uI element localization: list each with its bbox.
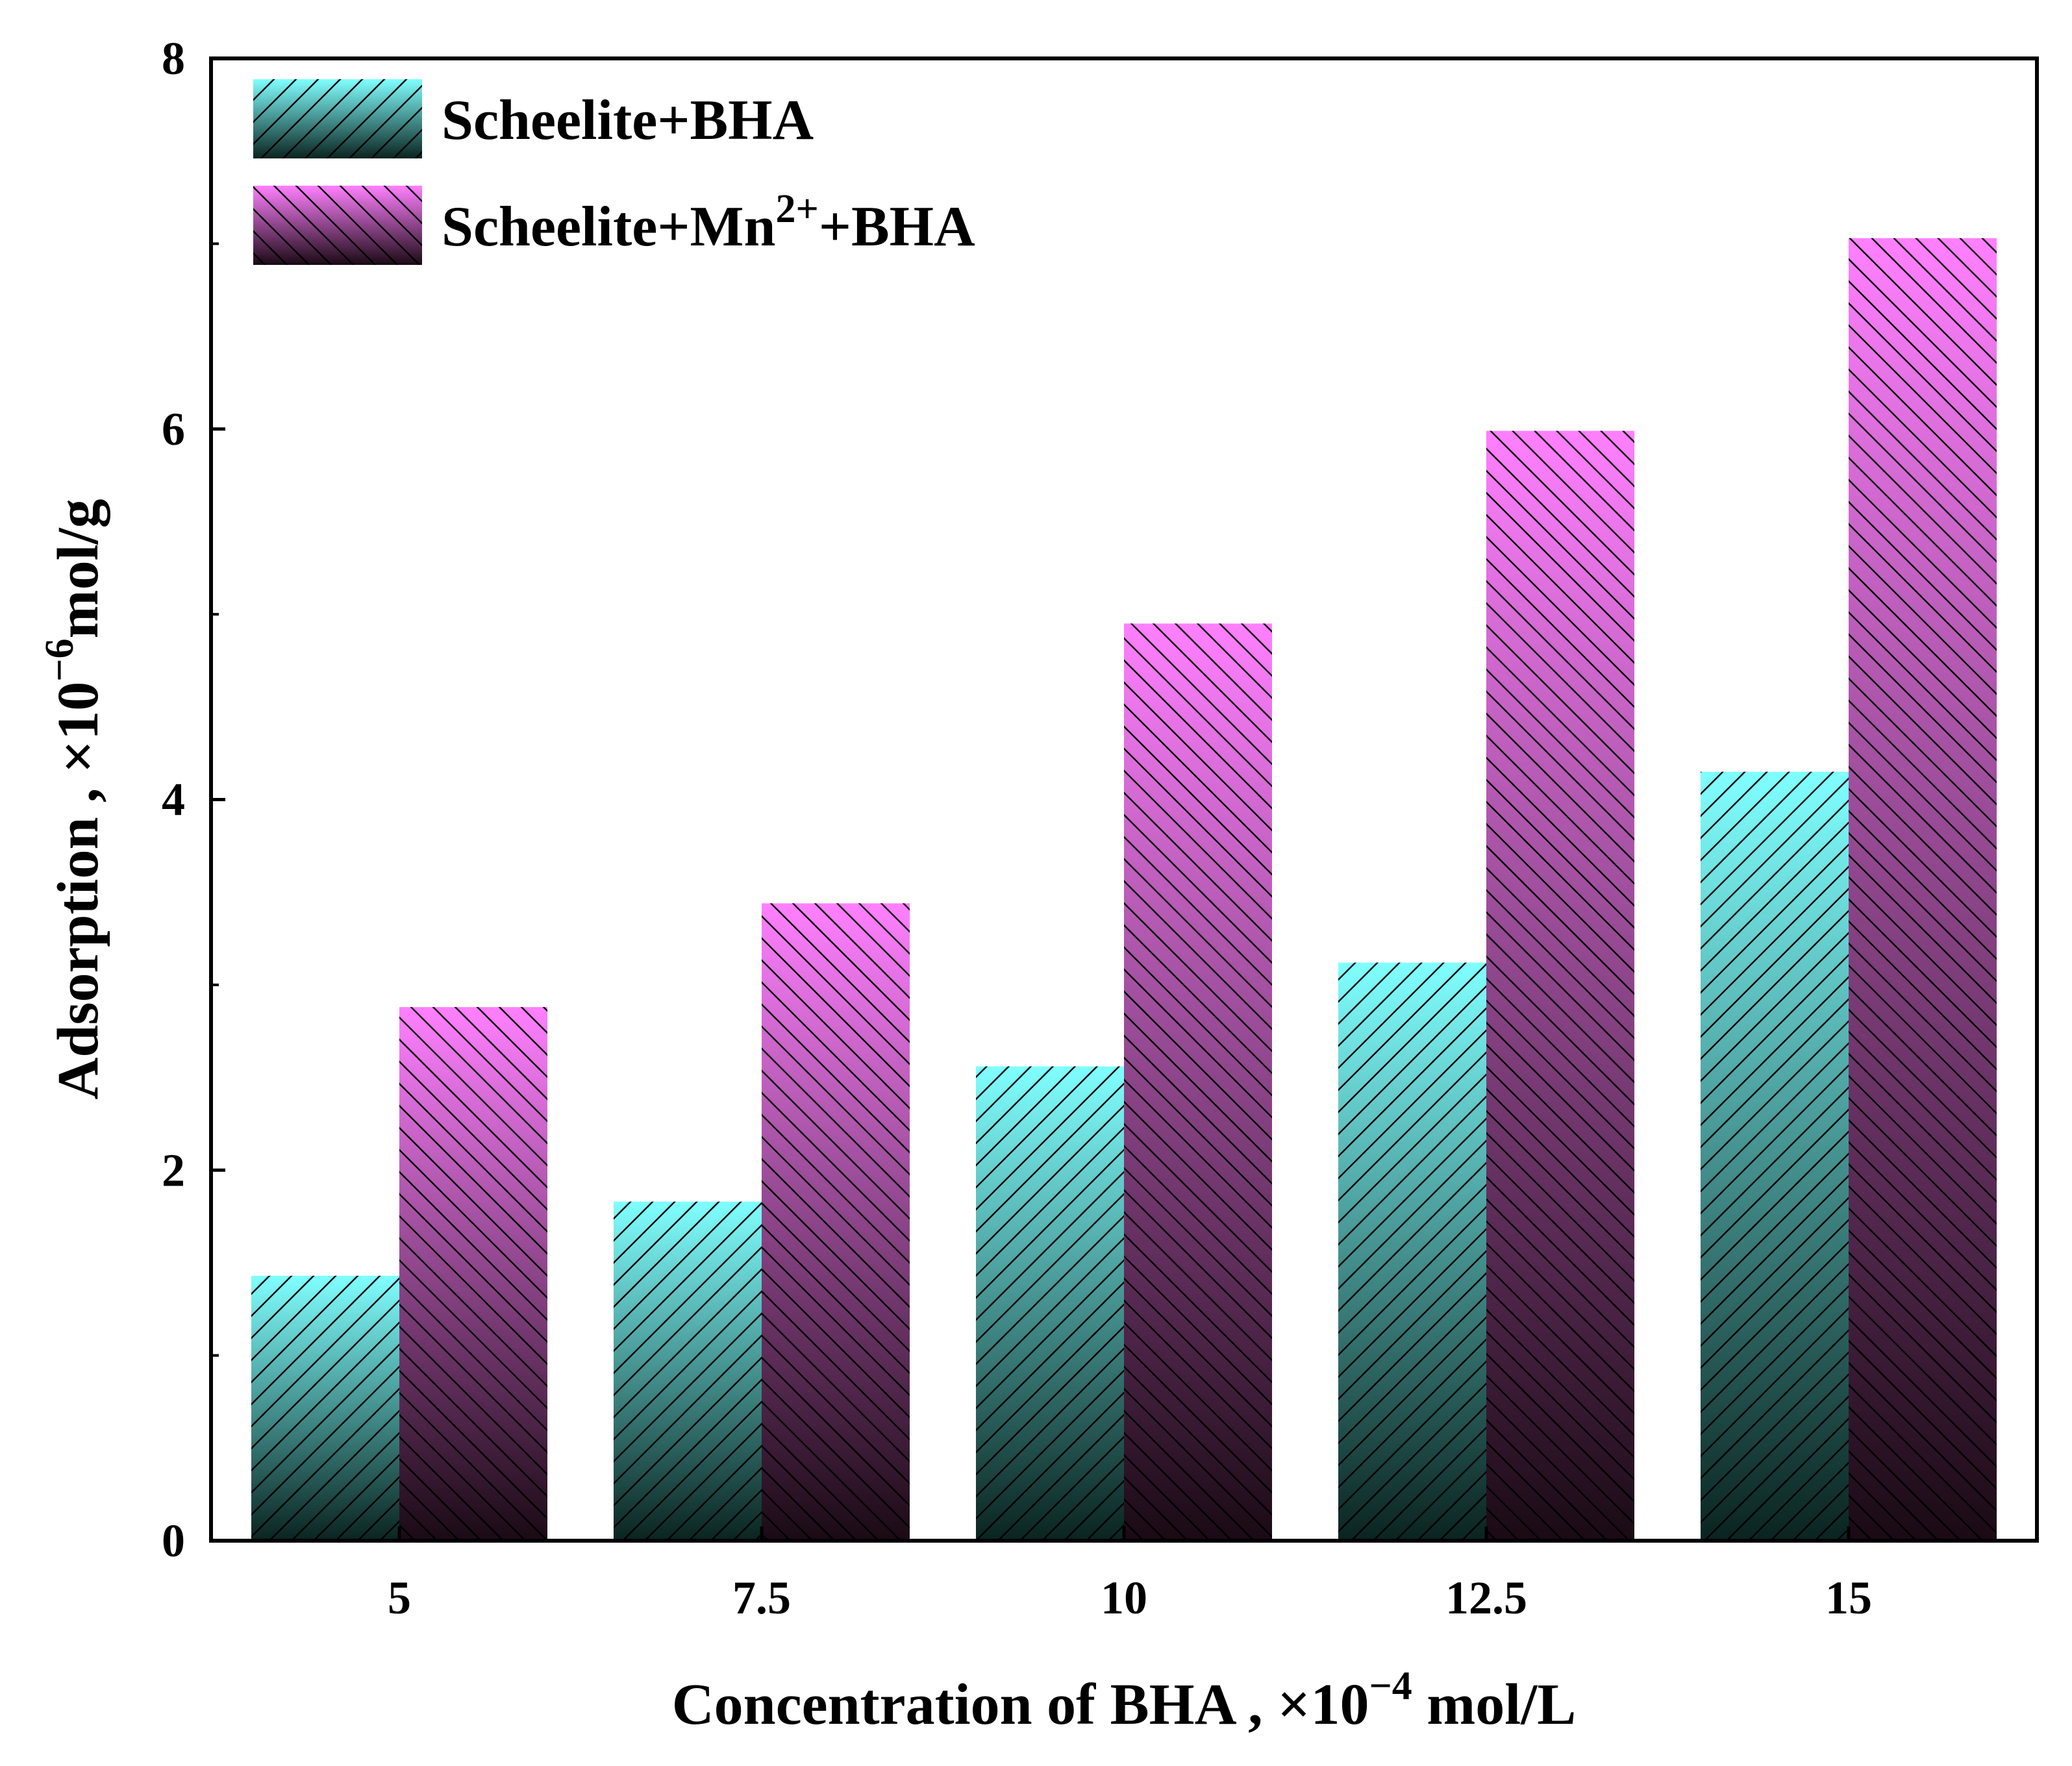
bar-hatch-series2-cat-4 [1849, 238, 1997, 1541]
bar-hatch-series1-cat-3 [1338, 962, 1486, 1541]
x-axis-title: Concentration of BHA , ×10−4 mol/L [672, 1664, 1577, 1737]
bar-hatch-series1-cat-2 [976, 1066, 1124, 1541]
y-tick-label: 0 [162, 1515, 185, 1567]
legend-swatch-hatch-series1 [253, 79, 422, 158]
y-tick-label: 4 [162, 774, 185, 826]
x-tick-label: 15 [1825, 1572, 1872, 1624]
y-axis: 0 2 4 6 8 [162, 32, 225, 1567]
legend-label-series1: Scheelite+BHA [442, 89, 814, 152]
x-tick-label: 7.5 [732, 1572, 791, 1624]
y-axis-title: Adsorption , ×10−6mol/g [38, 499, 110, 1099]
y-tick-label: 8 [162, 32, 185, 84]
legend-swatch-hatch-series2 [253, 186, 422, 265]
y-tick-label: 6 [162, 403, 185, 455]
x-tick-label: 5 [388, 1572, 411, 1624]
bar-hatch-series1-cat-4 [1701, 771, 1849, 1541]
legend: Scheelite+BHA Scheelite+Mn2++BHA [253, 79, 975, 265]
bar-hatch-series1-cat-0 [251, 1275, 399, 1541]
x-tick-label: 10 [1101, 1572, 1147, 1624]
bars-group [251, 238, 1997, 1541]
x-tick-label: 12.5 [1445, 1572, 1527, 1624]
bar-hatch-series2-cat-2 [1124, 623, 1272, 1541]
bar-hatch-series2-cat-0 [399, 1007, 547, 1541]
y-tick-label: 2 [162, 1144, 185, 1196]
bar-hatch-series2-cat-3 [1486, 430, 1634, 1541]
bar-hatch-series1-cat-1 [614, 1201, 762, 1541]
bar-hatch-series2-cat-1 [762, 903, 910, 1541]
x-axis: 5 7.5 10 12.5 15 [388, 1526, 1872, 1624]
legend-label-series2: Scheelite+Mn2++BHA [442, 187, 975, 258]
